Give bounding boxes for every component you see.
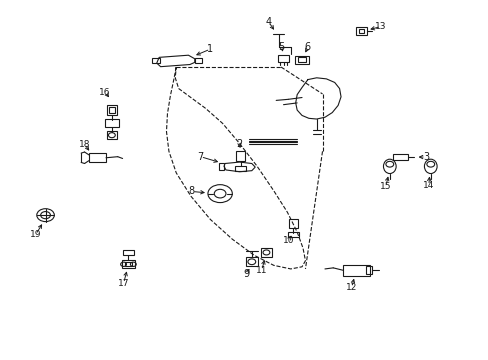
Text: 17: 17 <box>118 279 129 288</box>
Text: 9: 9 <box>243 269 249 279</box>
Bar <box>194 58 201 63</box>
Bar <box>218 163 223 170</box>
Bar <box>152 58 159 63</box>
Bar <box>295 56 308 64</box>
Bar <box>106 131 117 139</box>
Text: 4: 4 <box>265 17 271 27</box>
Text: 13: 13 <box>374 22 386 31</box>
Bar <box>355 27 366 35</box>
Bar <box>278 55 288 62</box>
Text: 1: 1 <box>207 44 213 54</box>
Text: 7: 7 <box>197 152 203 162</box>
Text: 6: 6 <box>304 42 310 52</box>
Text: 3: 3 <box>422 152 428 162</box>
Bar <box>343 265 369 276</box>
Bar <box>105 120 119 127</box>
Text: 16: 16 <box>99 87 111 96</box>
Bar <box>392 154 407 160</box>
Bar <box>88 153 105 162</box>
Bar <box>287 232 298 237</box>
Text: 11: 11 <box>255 266 267 275</box>
Bar <box>261 248 271 257</box>
Bar <box>236 150 244 161</box>
Text: 14: 14 <box>422 181 434 190</box>
Text: 12: 12 <box>346 283 357 292</box>
Bar <box>106 105 117 115</box>
Text: 10: 10 <box>282 236 294 245</box>
Bar <box>288 219 297 228</box>
Bar <box>109 107 115 113</box>
Bar <box>123 249 134 255</box>
Text: 5: 5 <box>278 42 284 51</box>
Bar <box>122 260 135 268</box>
Bar <box>365 266 371 274</box>
Text: 19: 19 <box>30 230 41 239</box>
Text: 8: 8 <box>188 186 195 197</box>
Bar <box>124 262 132 266</box>
Text: 2: 2 <box>236 139 242 149</box>
Text: 15: 15 <box>379 181 391 190</box>
Text: 18: 18 <box>79 140 90 149</box>
Bar <box>245 257 257 266</box>
Bar <box>235 166 245 171</box>
Bar <box>297 57 306 62</box>
Bar <box>358 29 364 33</box>
